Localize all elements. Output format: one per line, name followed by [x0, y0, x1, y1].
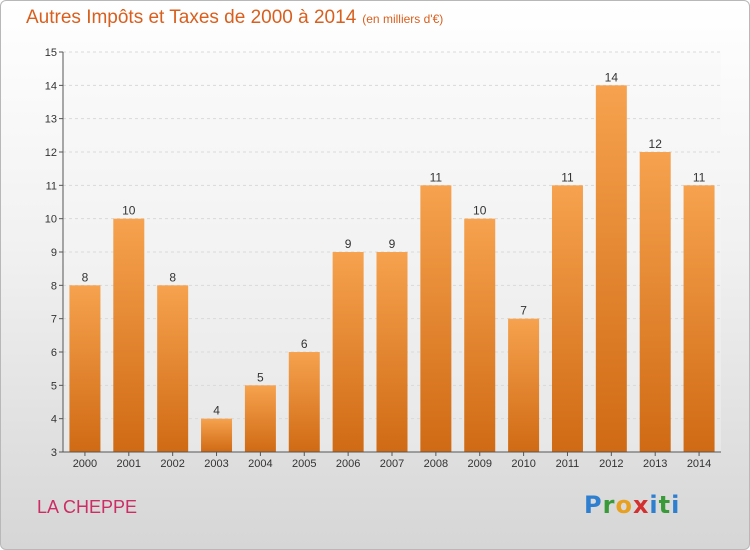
bar-value-label: 11 [693, 170, 706, 184]
bar-value-label: 10 [473, 204, 487, 218]
bar-value-label: 6 [301, 337, 308, 351]
bar [244, 385, 276, 452]
y-tick-label: 8 [51, 280, 57, 292]
x-tick-label: 2007 [380, 458, 404, 470]
y-tick-label: 12 [45, 147, 57, 159]
bar-value-label: 9 [345, 237, 352, 251]
bar-value-label: 11 [561, 170, 574, 184]
chart-title: Autres Impôts et Taxes de 2000 à 2014 [26, 7, 357, 28]
y-tick-label: 10 [45, 214, 57, 226]
x-tick-label: 2004 [248, 458, 272, 470]
bar [113, 218, 145, 452]
bar-value-label: 10 [122, 204, 136, 218]
x-tick-label: 2001 [117, 458, 141, 470]
x-tick-label: 2013 [643, 458, 667, 470]
bar [508, 318, 540, 452]
bar-layer: 8 10 8 4 5 6 9 9 11 10 7 11 14 12 11 [69, 70, 715, 453]
bar [201, 418, 233, 452]
x-tick-label: 2006 [336, 458, 360, 470]
bar-value-label: 14 [605, 70, 619, 84]
bar [551, 185, 583, 453]
bar-value-label: 8 [169, 270, 176, 284]
x-tick-label: 2011 [556, 458, 580, 470]
y-tick-label: 5 [51, 380, 57, 392]
y-tick-label: 13 [45, 114, 57, 126]
proxiti-logo: Proxiti [584, 491, 681, 519]
y-tick-label: 15 [45, 47, 57, 59]
axis-layer: 3 4 5 6 7 8 9 10 11 12 13 14 15 2000 2001 2002 2003 2004 2… [45, 47, 721, 470]
bar [157, 285, 189, 452]
bar [639, 152, 671, 452]
bar [69, 285, 101, 452]
y-tick-label: 4 [51, 414, 57, 426]
bar-value-label: 11 [430, 170, 443, 184]
x-tick-label: 2014 [687, 458, 711, 470]
bar-value-label: 12 [649, 137, 663, 151]
x-tick-label: 2000 [73, 458, 97, 470]
y-tick-label: 6 [51, 347, 57, 359]
commune-name: LA CHEPPE [37, 497, 138, 517]
bar-value-label: 7 [520, 304, 527, 318]
x-tick-label: 2010 [511, 458, 535, 470]
bar [595, 85, 627, 452]
chart-unit: (en milliers d'€) [362, 12, 444, 26]
y-tick-label: 9 [51, 247, 57, 259]
bar [376, 252, 408, 452]
x-tick-label: 2005 [292, 458, 316, 470]
x-tick-label: 2003 [204, 458, 228, 470]
x-tick-label: 2009 [467, 458, 491, 470]
x-tick-label: 2002 [160, 458, 184, 470]
x-tick-label: 2012 [599, 458, 623, 470]
bar-value-label: 9 [389, 237, 396, 251]
bar-value-label: 8 [82, 270, 89, 284]
y-tick-label: 7 [51, 314, 57, 326]
bar [288, 352, 320, 452]
bar [332, 252, 364, 452]
y-tick-label: 14 [45, 80, 57, 92]
y-tick-label: 11 [46, 180, 57, 192]
bar [420, 185, 452, 453]
bar-value-label: 5 [257, 370, 264, 384]
chart-title-block: Autres Impôts et Taxes de 2000 à 2014 (en… [26, 7, 443, 29]
bar-value-label: 4 [213, 404, 220, 418]
bar [464, 218, 496, 452]
y-tick-label: 3 [51, 447, 57, 459]
x-tick-label: 2008 [424, 458, 448, 470]
bar [683, 185, 715, 453]
